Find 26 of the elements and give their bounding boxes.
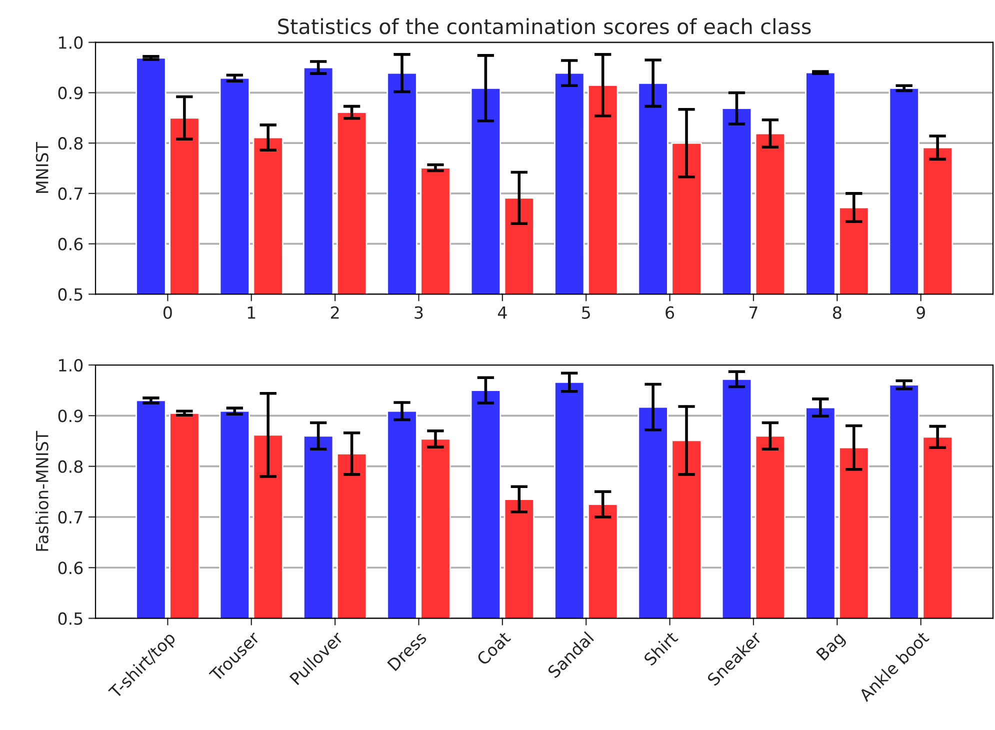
x-tick-label: 9	[916, 306, 925, 319]
x-tick-label: 1	[248, 306, 256, 319]
y-tick-label: 0.6	[58, 238, 83, 250]
y-tick-label: 0.9	[58, 410, 83, 422]
y-tick-label: 1.0	[59, 36, 83, 49]
x-tick-label: 8	[832, 306, 842, 319]
y-tick-label: 0.8	[58, 460, 83, 473]
y-tick-label: 0.6	[58, 562, 83, 574]
y-tick-label: 0.8	[58, 137, 83, 150]
x-tick-label: 3	[414, 306, 423, 319]
y-tick-label: 0.5	[58, 288, 82, 301]
y-tick-label: 0.7	[58, 510, 82, 524]
y-tick-label: 0.9	[58, 86, 83, 100]
x-tick-label: 6	[666, 306, 674, 319]
y-tick-label: 0.7	[58, 187, 82, 200]
x-tick-label: 2	[330, 306, 339, 319]
y-tick-label: 1.0	[59, 358, 83, 372]
x-tick-label: 4	[498, 306, 507, 319]
y-tick-label: 0.5	[58, 612, 82, 625]
chart-title: Statistics of the contamination scores of each class	[278, 18, 811, 34]
y-axis-title: Fashion-MNIST	[36, 430, 48, 551]
x-tick-label: 0	[163, 306, 172, 319]
y-axis-title: MNIST	[36, 142, 48, 193]
x-tick-label: 7	[750, 306, 758, 319]
x-tick-label: Bag	[816, 632, 848, 664]
x-tick-label: 5	[582, 306, 590, 319]
